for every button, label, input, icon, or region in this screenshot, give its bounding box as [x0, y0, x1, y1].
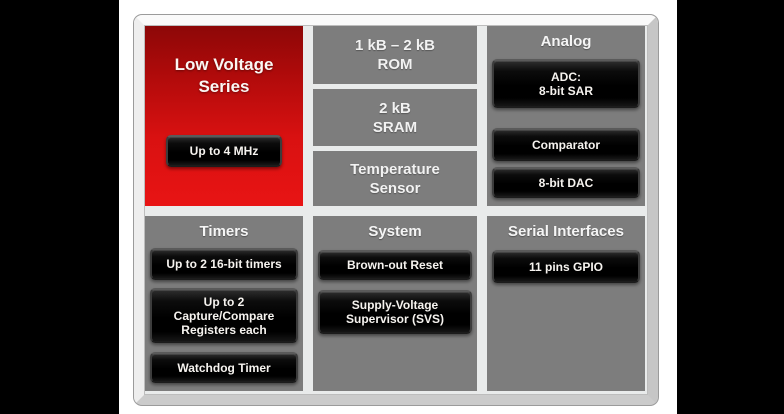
analog-title: Analog: [540, 33, 592, 50]
chip-svs: Supply-Voltage Supervisor (SVS): [318, 290, 472, 334]
low-voltage-title-line1: Low Voltage: [174, 55, 274, 74]
chip-8bit-dac: 8-bit DAC: [492, 167, 640, 198]
block-sram: 2 kB SRAM: [313, 89, 477, 146]
chip-up-to-4mhz: Up to 4 MHz: [166, 135, 282, 167]
rom-line1: 1 kB – 2 kB: [354, 37, 436, 54]
gpio-label: 11 pins GPIO: [528, 259, 604, 274]
timers-title: Timers: [199, 223, 249, 240]
sram-line2: SRAM: [372, 118, 418, 136]
capture-compare-line3: Registers each: [181, 322, 267, 337]
comparator-label: Comparator: [531, 137, 600, 152]
panel-low-voltage-series: Low Voltage Series Up to 4 MHz: [145, 26, 303, 206]
watchdog-timer-label: Watchdog Timer: [177, 360, 271, 375]
rom-line2: ROM: [377, 56, 413, 73]
dac-label: 8-bit DAC: [538, 175, 594, 190]
panel-analog: Analog ADC: 8-bit SAR Comparator 8-bit D…: [487, 26, 645, 206]
capture-compare-line2: Capture/Compare: [173, 308, 275, 323]
system-title: System: [368, 223, 422, 240]
svs-line1: Supply-Voltage: [351, 298, 439, 312]
adc-line1: ADC:: [551, 69, 581, 84]
adc-line2: 8-bit SAR: [539, 83, 593, 98]
chip-adc: ADC: 8-bit SAR: [492, 59, 640, 108]
feature-diagram-frame: Low Voltage Series Up to 4 MHz 1 kB – 2 …: [134, 15, 658, 405]
panel-serial-interfaces: Serial Interfaces 11 pins GPIO: [487, 216, 645, 391]
panel-timers: Timers Up to 2 16-bit timers Up to 2 Cap…: [145, 216, 303, 391]
diagram-grid: Low Voltage Series Up to 4 MHz 1 kB – 2 …: [144, 25, 648, 395]
slide-background: Low Voltage Series Up to 4 MHz 1 kB – 2 …: [119, 0, 677, 414]
chip-watchdog-timer: Watchdog Timer: [150, 352, 298, 383]
low-voltage-series-title: Low Voltage Series: [145, 54, 303, 98]
temp-line2: Sensor: [369, 179, 421, 197]
16bit-timers-label: Up to 2 16-bit timers: [166, 257, 282, 271]
capture-compare-line1: Up to 2: [203, 294, 245, 309]
chip-up-to-4mhz-label: Up to 4 MHz: [189, 144, 259, 158]
chip-capture-compare: Up to 2 Capture/Compare Registers each: [150, 288, 298, 343]
chip-brown-out-reset: Brown-out Reset: [318, 250, 472, 280]
svs-line2: Supervisor (SVS): [345, 312, 445, 326]
block-temperature-sensor: Temperature Sensor: [313, 151, 477, 206]
block-rom: 1 kB – 2 kB ROM: [313, 26, 477, 84]
chip-11-pins-gpio: 11 pins GPIO: [492, 250, 640, 283]
panel-system: System Brown-out Reset Supply-Voltage Su…: [313, 216, 477, 391]
sram-line1: 2 kB: [379, 99, 411, 117]
serial-interfaces-title: Serial Interfaces: [508, 223, 624, 240]
temp-line1: Temperature: [350, 160, 440, 178]
panel-memory-column: 1 kB – 2 kB ROM 2 kB SRAM Temperature Se…: [313, 26, 477, 206]
chip-comparator: Comparator: [492, 128, 640, 161]
low-voltage-title-line2: Series: [198, 77, 250, 96]
chip-16bit-timers: Up to 2 16-bit timers: [150, 248, 298, 280]
brown-out-reset-label: Brown-out Reset: [347, 258, 443, 272]
